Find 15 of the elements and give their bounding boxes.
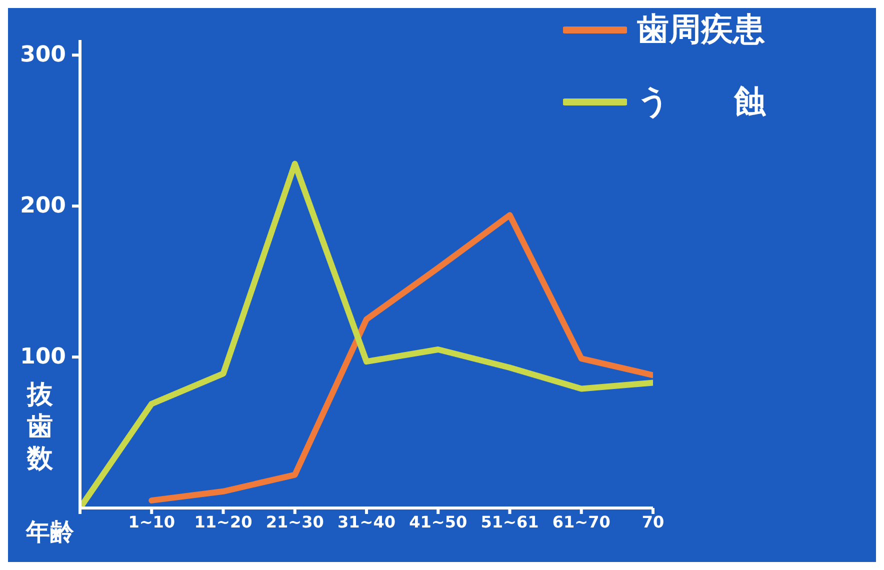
x-tick-label: 11~20 <box>194 512 252 532</box>
y-axis-title: 抜歯数 <box>26 380 54 474</box>
y-tick-label: 100 <box>20 344 66 370</box>
legend-label: 歯周疾患 <box>637 9 765 50</box>
x-tick-label: 61~70 <box>552 512 610 532</box>
legend-label: う 蝕 <box>637 81 766 122</box>
y-tick-label: 200 <box>20 194 66 219</box>
x-tick-label: 51~61 <box>480 512 539 532</box>
x-tick-label: 1~10 <box>128 512 176 532</box>
x-tick-label: 31~40 <box>338 512 396 532</box>
x-tick-label: 70 <box>642 512 664 532</box>
x-axis-title: 年齢 <box>25 518 75 546</box>
x-tick-label: 41~50 <box>409 512 468 532</box>
y-tick-label: 300 <box>20 42 66 68</box>
x-tick-label: 21~30 <box>266 512 324 532</box>
